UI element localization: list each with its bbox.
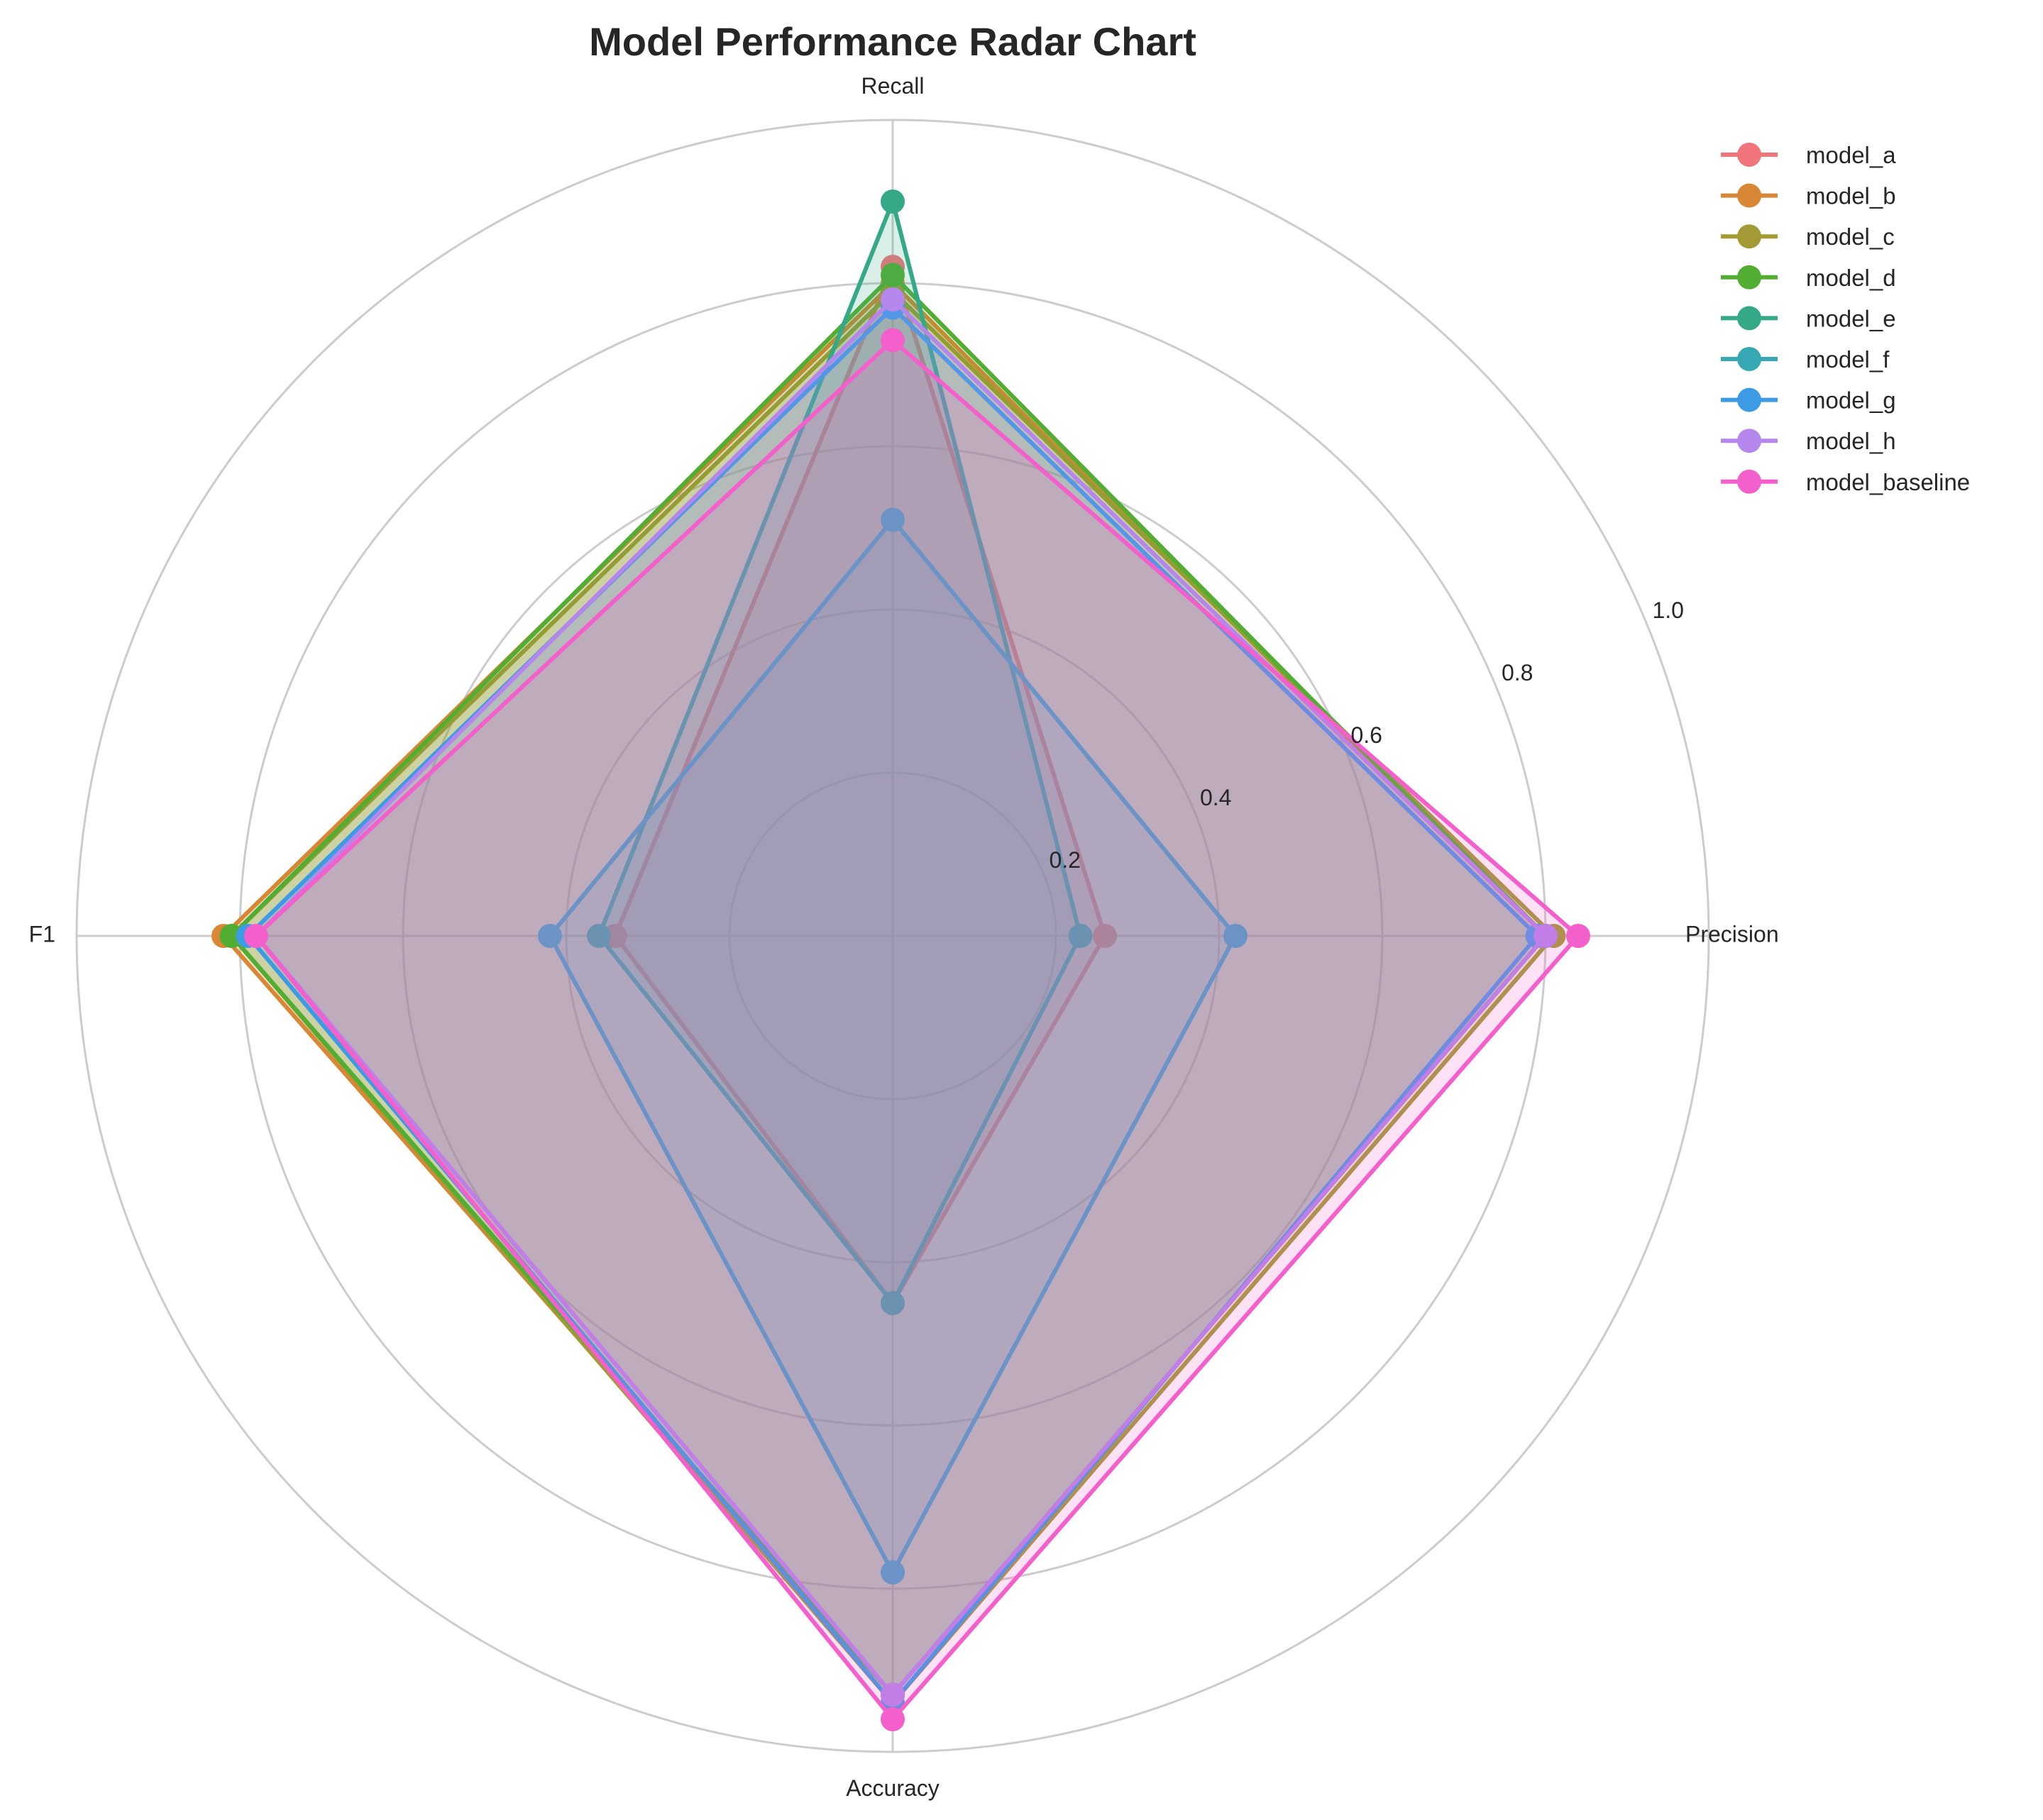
series-fill-model_e <box>599 202 1081 1303</box>
axis-label-recall: Recall <box>861 73 925 99</box>
legend-label-model_baseline: model_baseline <box>1806 469 1970 495</box>
series-fill-model_baseline <box>256 340 1578 1719</box>
series-fill-model_h <box>256 299 1546 1695</box>
series-fill-model_a <box>615 267 1105 1303</box>
legend-marker-model_baseline <box>1737 469 1761 494</box>
legend-label-model_h: model_h <box>1806 428 1896 454</box>
legend-label-model_d: model_d <box>1806 265 1896 291</box>
legend-marker-model_a <box>1737 143 1761 167</box>
legend-label-model_e: model_e <box>1806 305 1896 331</box>
legend-marker-model_b <box>1737 183 1761 208</box>
axis-label-accuracy: Accuracy <box>846 1775 940 1801</box>
legend-marker-model_e <box>1737 306 1761 331</box>
axis-label-precision: Precision <box>1685 921 1779 947</box>
tick-label-3: 0.8 <box>1502 660 1533 685</box>
series-fill-model_c <box>231 291 1554 1703</box>
radar-labels: Model Performance Radar Chart Precision … <box>29 19 1779 1801</box>
legend-marker-model_g <box>1737 387 1761 412</box>
series-fill-model_g <box>248 307 1538 1703</box>
series-point-model_f-2 <box>538 924 562 948</box>
series-fill-model_f <box>550 519 1235 1572</box>
radial-tick-labels: 0.2 0.4 0.6 0.8 1.0 <box>1049 597 1683 873</box>
tick-label-2: 0.6 <box>1350 722 1382 748</box>
series-point-model_h-1 <box>881 287 905 311</box>
legend-label-model_a: model_a <box>1806 142 1896 168</box>
series-point-model_h-3 <box>881 1682 905 1707</box>
legend: model_a model_b model_c model_d model_emodel… <box>1721 142 1970 495</box>
series-point-model_h-0 <box>1533 924 1558 948</box>
series-point-model_baseline-1 <box>881 328 905 353</box>
series-point-model_e-3 <box>881 1291 905 1316</box>
legend-label-model_c: model_c <box>1806 224 1895 250</box>
tick-label-4: 1.0 <box>1652 597 1683 623</box>
legend-label-model_b: model_b <box>1806 183 1896 209</box>
legend-marker-model_c <box>1737 224 1761 249</box>
tick-label-0: 0.2 <box>1049 847 1080 873</box>
axis-label-f1: F1 <box>29 921 55 947</box>
series-point-model_baseline-3 <box>881 1707 905 1731</box>
series-point-model_baseline-0 <box>1566 924 1590 948</box>
legend-label-model_g: model_g <box>1806 387 1896 414</box>
series-point-model_d-1 <box>881 263 905 287</box>
legend-marker-model_f <box>1737 347 1761 371</box>
series-point-model_e-1 <box>881 189 905 214</box>
chart-title: Model Performance Radar Chart <box>589 19 1196 64</box>
series-point-model_f-1 <box>881 507 905 532</box>
legend-label-model_f: model_f <box>1806 346 1890 373</box>
series-point-model_e-0 <box>1068 924 1093 948</box>
legend-marker-model_d <box>1737 265 1761 289</box>
series-point-model_baseline-2 <box>244 924 268 948</box>
tick-label-1: 0.4 <box>1200 785 1231 810</box>
radar-series <box>211 189 1590 1731</box>
series-point-model_f-0 <box>1223 924 1248 948</box>
series-point-model_a-0 <box>1093 924 1117 948</box>
series-point-model_f-3 <box>881 1560 905 1584</box>
series-point-model_e-2 <box>587 924 611 948</box>
legend-marker-model_h <box>1737 429 1761 453</box>
